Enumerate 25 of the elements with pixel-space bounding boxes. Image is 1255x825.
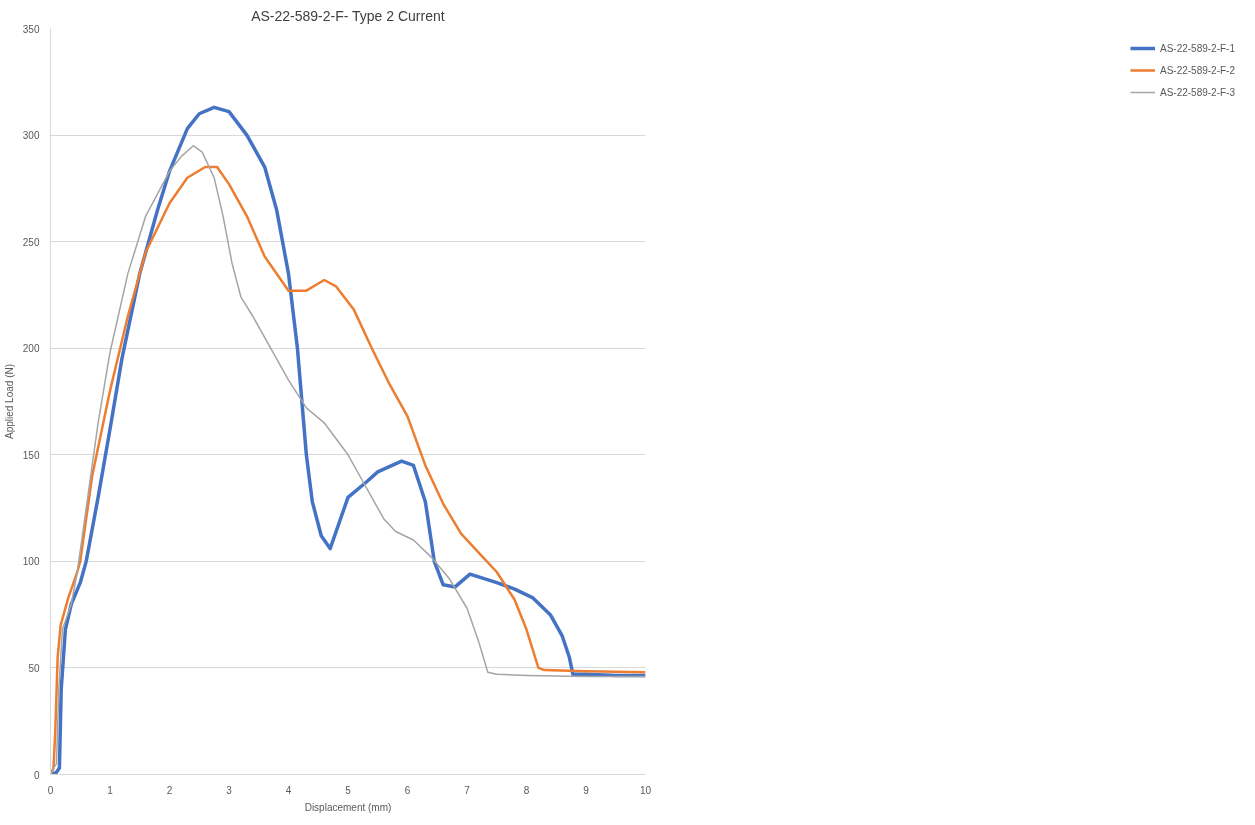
y-tick-label: 200: [22, 343, 40, 355]
x-tick-label: 2: [166, 784, 173, 796]
y-tick-label: 150: [22, 449, 40, 461]
legend-label: AS-22-589-2-F-1: [1159, 42, 1235, 54]
y-tick-label: 50: [28, 662, 40, 674]
x-tick-label: 6: [404, 784, 411, 796]
x-tick-label: 5: [345, 784, 352, 796]
y-axis-title: Applied Load (N): [3, 363, 15, 440]
y-tick-label: 100: [22, 556, 40, 568]
x-tick-label: 4: [285, 784, 292, 796]
y-tick-label: 300: [22, 130, 40, 142]
x-tick-label: 9: [583, 784, 590, 796]
x-tick-label: 0: [47, 784, 54, 796]
y-tick-label: 250: [22, 236, 40, 248]
x-tick-label: 10: [639, 784, 652, 796]
x-tick-label: 8: [523, 784, 530, 796]
x-tick-label: 1: [107, 784, 114, 796]
x-tick-label: 7: [464, 784, 471, 796]
y-tick-label: 350: [22, 23, 40, 35]
x-axis-title: Displacement (mm): [304, 801, 392, 813]
y-tick-label: 0: [33, 769, 40, 781]
legend-label: AS-22-589-2-F-2: [1159, 64, 1235, 76]
legend-label: AS-22-589-2-F-3: [1159, 86, 1235, 98]
chart-title: AS-22-589-2-F- Type 2 Current: [251, 7, 445, 24]
x-tick-label: 3: [226, 784, 233, 796]
